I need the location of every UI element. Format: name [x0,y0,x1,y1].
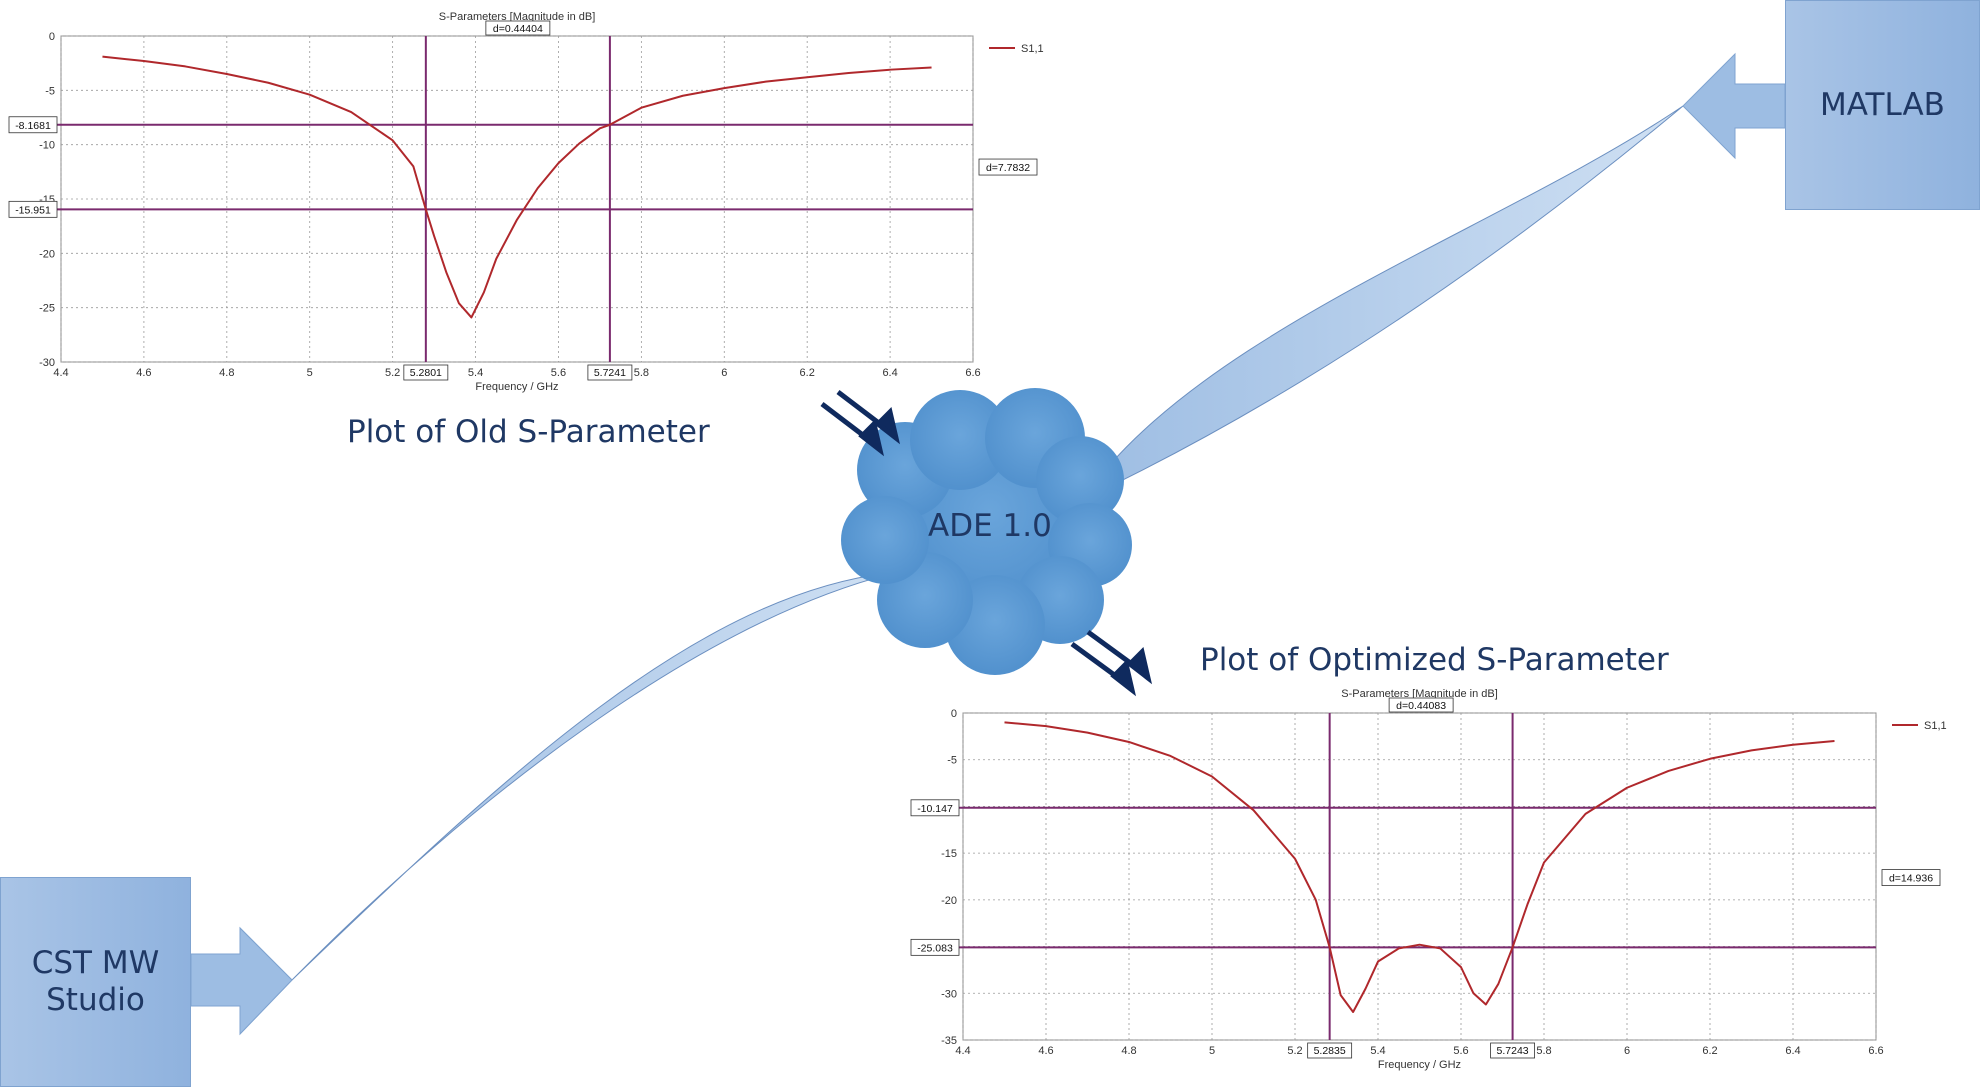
series-line-s11 [1004,721,1835,1013]
legend-entry: S1,1 [1021,43,1044,55]
x-tick-label: 5 [307,367,313,379]
horizontal-marker-label: -25.083 [917,942,953,954]
x-tick-label: 5.2 [385,367,400,379]
side-delta-label: d=7.7832 [986,162,1030,174]
side-delta-label: d=14.936 [1889,873,1933,885]
horizontal-marker-label-box [8,116,58,134]
y-tick-label: -5 [45,85,55,97]
y-tick-label: -30 [941,988,957,1000]
x-tick-label: 4.6 [136,367,151,379]
x-tick-label: 4.6 [1038,1045,1053,1057]
old-plot-caption: Plot of Old S-Parameter [347,414,710,450]
vertical-marker-label-box [403,364,449,381]
ribbon-matlab-to-ade [1080,105,1684,502]
x-tick-label: 6.6 [1868,1045,1883,1057]
x-tick-label: 6.6 [965,367,980,379]
vertical-marker-label-box [587,364,633,381]
y-tick-label: -30 [39,357,55,369]
vertical-marker-label: 5.7243 [1497,1045,1529,1057]
vertical-marker-label-box [1490,1042,1535,1059]
x-tick-label: 5.4 [1370,1045,1385,1057]
x-tick-label: 5.6 [551,367,566,379]
x-tick-label: 6.4 [1785,1045,1800,1057]
optimized-plot-caption: Plot of Optimized S-Parameter [1200,642,1669,678]
x-tick-label: 5 [1209,1045,1215,1057]
x-tick-label: 6 [1624,1045,1630,1057]
top-delta-label: d=0.44083 [1396,700,1446,712]
x-axis-label: Frequency / GHz [475,381,558,393]
horizontal-marker-label: -10.147 [917,803,953,815]
horizontal-marker-label: -8.1681 [15,120,51,132]
series-line-s11 [102,55,932,319]
x-tick-label: 4.8 [219,367,234,379]
y-tick-label: 0 [49,31,55,43]
chart-title: S-Parameters [Magnitude in dB] [1341,688,1498,700]
y-tick-label: -10 [39,140,55,152]
y-tick-label: -15 [941,848,957,860]
x-tick-label: 6 [721,367,727,379]
top-delta-box [485,20,551,36]
x-tick-label: 4.4 [53,367,68,379]
ade-label: ADE 1.0 [928,508,1052,544]
double-arrow-old-to-ade [820,390,901,457]
cst-label-line1: CST MW [31,944,160,981]
cst-label-line2: Studio [46,982,145,1018]
optimized-s-parameter-chart: 4.44.64.855.25.45.65.866.26.46.60-5-10-1… [910,688,1947,1071]
matlab-arrow-head [1682,52,1786,160]
horizontal-marker-label: -15.951 [15,204,51,216]
chart-title: S-Parameters [Magnitude in dB] [439,11,596,23]
y-tick-label: -20 [941,895,957,907]
x-tick-label: 4.4 [955,1045,970,1057]
matlab-label: MATLAB [1820,87,1945,123]
cst-box: CST MW Studio [0,877,191,1087]
y-tick-label: -5 [947,755,957,767]
ribbon-ade-to-cst [291,571,899,981]
y-tick-label: -35 [941,1035,957,1047]
double-arrow-ade-to-optimized [1070,629,1153,697]
side-delta-box [978,158,1038,176]
x-tick-label: 5.6 [1453,1045,1468,1057]
top-delta-box [1388,697,1454,713]
horizontal-marker-label-box [910,799,960,817]
vertical-marker-label: 5.7241 [594,367,626,379]
x-tick-label: 5.8 [1536,1045,1551,1057]
vertical-marker-label: 5.2835 [1314,1045,1346,1057]
top-delta-label: d=0.44404 [493,23,543,35]
plot-area [962,712,1877,1041]
y-tick-label: -25 [39,303,55,315]
y-tick-label: -20 [39,248,55,260]
old-s-parameter-chart: 4.4 4.6 4.8 5 5.2 5.4 5.6 5.8 6 6.2 6.4 6.6 0 -5 -10 -1… [8,11,1044,393]
x-tick-label: 5.4 [468,367,483,379]
x-tick-label: 6.4 [882,367,897,379]
legend-entry: S1,1 [1924,720,1947,732]
x-axis-label: Frequency / GHz [1378,1059,1461,1071]
side-delta-box [1881,869,1941,886]
y-tick-label: 0 [951,708,957,720]
x-tick-label: 6.2 [800,367,815,379]
x-tick-label: 5.8 [634,367,649,379]
vertical-marker-label: 5.2801 [410,367,442,379]
x-tick-label: 4.8 [1121,1045,1136,1057]
horizontal-marker-label-box [910,938,960,956]
x-tick-label: 6.2 [1702,1045,1717,1057]
horizontal-marker-label-box [8,200,58,218]
vertical-marker-label-box [1307,1042,1353,1059]
x-tick-label: 5.2 [1287,1045,1302,1057]
matlab-box: MATLAB [1785,0,1980,210]
